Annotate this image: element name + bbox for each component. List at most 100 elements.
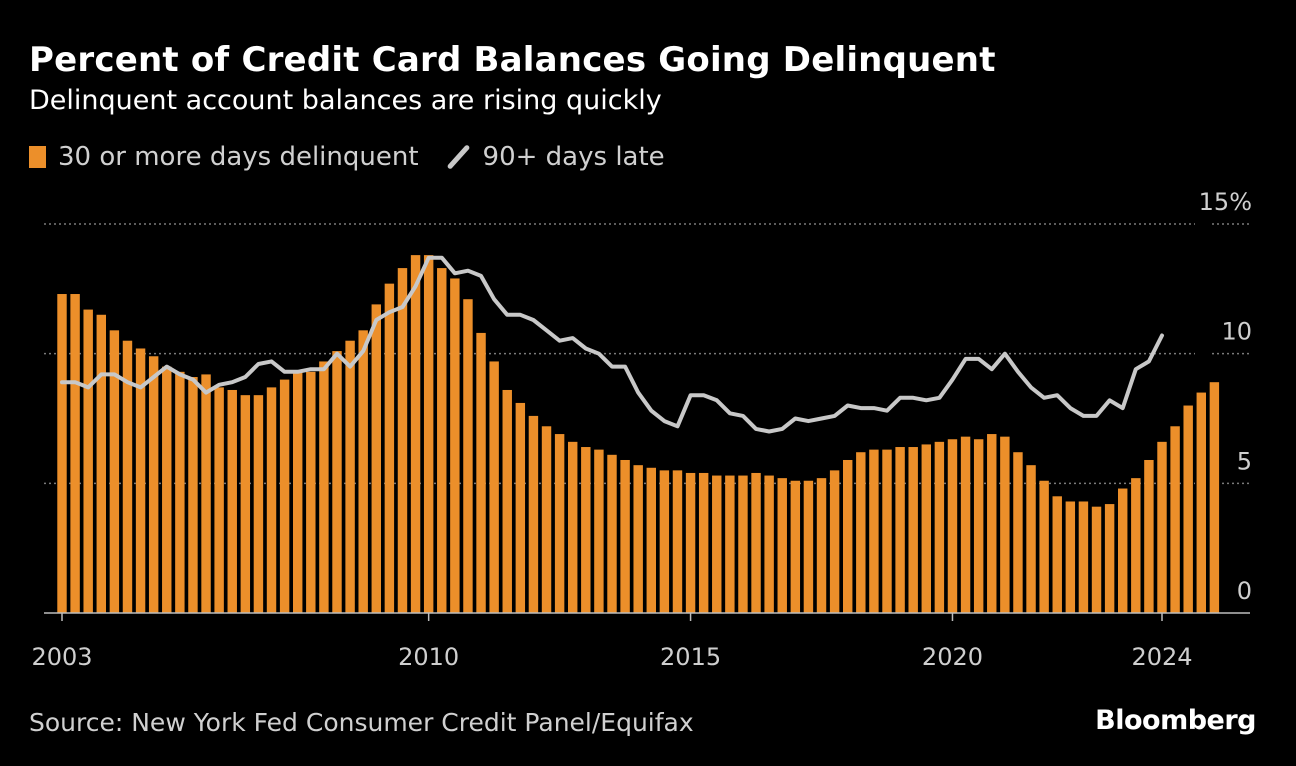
bar-30-day: [594, 449, 604, 613]
x-tick-label-2003: 2003: [31, 643, 92, 671]
bar-30-day: [528, 415, 539, 613]
bar-30-day: [712, 475, 722, 613]
bar-30-day: [175, 371, 185, 613]
line-90-day: [60, 255, 1164, 434]
bar-30-day: [148, 356, 159, 613]
bar-30-day: [423, 255, 434, 613]
bar-30-day: [1183, 405, 1193, 613]
y-tick-label-0: 0: [1237, 577, 1252, 605]
bar-30-day: [502, 389, 512, 613]
bar-30-day: [1052, 496, 1062, 613]
y-tick-label-5: 5: [1237, 447, 1252, 475]
bar-30-day: [620, 459, 630, 613]
bar-30-day: [633, 465, 643, 613]
bar-30-day: [188, 377, 198, 613]
bar-30-day: [397, 268, 408, 613]
bar-30-day: [816, 478, 827, 613]
bar-30-day: [725, 475, 735, 613]
bar-30-day: [83, 309, 93, 613]
bar-30-day: [1065, 501, 1076, 613]
bar-30-day: [764, 475, 774, 613]
bar-30-day: [135, 348, 146, 613]
bar-30-day: [541, 426, 552, 613]
bar-30-day: [266, 387, 277, 613]
x-tick-label-2020: 2020: [922, 643, 983, 671]
bar-30-day: [987, 434, 997, 613]
bar-30-day: [450, 278, 460, 613]
bar-30-day: [738, 475, 748, 613]
bar-30-day: [214, 387, 224, 613]
bar-30-day: [109, 330, 120, 613]
bar-30-day: [96, 314, 106, 613]
bar-30-day: [253, 395, 264, 613]
bar-30-day: [122, 340, 133, 613]
bar-30-day: [1104, 504, 1115, 613]
bar-30-day: [384, 283, 395, 613]
legend-bar-swatch: [29, 146, 46, 168]
bar-30-day: [1209, 382, 1220, 613]
bar-30-day: [973, 439, 984, 613]
x-tick-label-2010: 2010: [398, 643, 459, 671]
bar-30-day: [607, 454, 617, 613]
bar-30-day: [1118, 488, 1128, 613]
bar-30-day: [1157, 441, 1167, 613]
y-tick-label-10: 10: [1221, 318, 1252, 346]
bar-30-day: [554, 434, 565, 613]
bar-30-day: [568, 441, 578, 613]
source-note: Source: New York Fed Consumer Credit Pan…: [29, 708, 694, 737]
bar-30-day: [410, 255, 421, 613]
bar-30-day: [358, 330, 368, 613]
bar-30-day: [1039, 480, 1049, 613]
bar-30-day: [1131, 478, 1141, 613]
x-tick-label-2024: 2024: [1131, 643, 1192, 671]
bar-30-day: [437, 268, 447, 613]
bar-30-day: [1000, 436, 1010, 613]
bar-30-day: [1078, 501, 1089, 613]
bar-30-day: [1013, 452, 1023, 613]
chart-plot: 0 5 10 15% 2003 2010 2015 2020 2024: [31, 188, 1252, 671]
x-tick-label-2015: 2015: [660, 643, 721, 671]
legend-line-swatch: [445, 144, 471, 170]
bar-30-day: [803, 480, 814, 613]
bar-30-day: [856, 452, 866, 613]
bar-30-day: [1170, 426, 1180, 613]
y-tick-label-15: 15%: [1199, 188, 1252, 216]
bar-30-day: [672, 470, 683, 613]
bar-30-day: [1196, 392, 1206, 613]
bar-30-day: [345, 340, 355, 613]
bar-30-day: [908, 447, 918, 613]
bloomberg-logo: Bloomberg: [1095, 705, 1256, 736]
bar-30-day: [895, 447, 905, 613]
bar-30-day: [581, 447, 591, 613]
bar-30-day: [1144, 459, 1154, 613]
bar-30-day: [279, 379, 290, 613]
bar-30-day: [162, 366, 172, 613]
bar-30-day: [463, 299, 473, 613]
bar-30-day: [934, 441, 945, 613]
bar-30-day: [293, 371, 303, 613]
bar-30-day: [1091, 506, 1102, 613]
bar-30-day: [790, 480, 801, 613]
legend-line-label: 90+ days late: [482, 142, 665, 172]
bar-30-day: [371, 304, 381, 613]
legend: 30 or more days delinquent 90+ days late: [29, 142, 665, 172]
bar-30-day: [57, 294, 67, 613]
bar-30-day: [685, 472, 696, 613]
bar-30-day: [646, 467, 656, 613]
bar-30-day: [829, 470, 840, 613]
bar-30-day: [319, 361, 329, 613]
bar-30-day: [882, 449, 892, 613]
bar-30-day: [306, 371, 316, 613]
chart-subtitle: Delinquent account balances are rising q…: [29, 85, 662, 116]
bar-30-day: [698, 472, 709, 613]
bar-30-day: [332, 351, 342, 613]
bar-30-day: [227, 389, 237, 613]
bar-30-day: [1026, 465, 1036, 613]
bar-30-day: [947, 439, 958, 613]
bar-30-day: [869, 449, 879, 613]
bar-30-day: [515, 402, 526, 613]
bar-30-day: [960, 436, 971, 613]
bar-30-day: [659, 470, 670, 613]
legend-bars-label: 30 or more days delinquent: [58, 142, 419, 172]
bar-30-day: [201, 374, 211, 613]
